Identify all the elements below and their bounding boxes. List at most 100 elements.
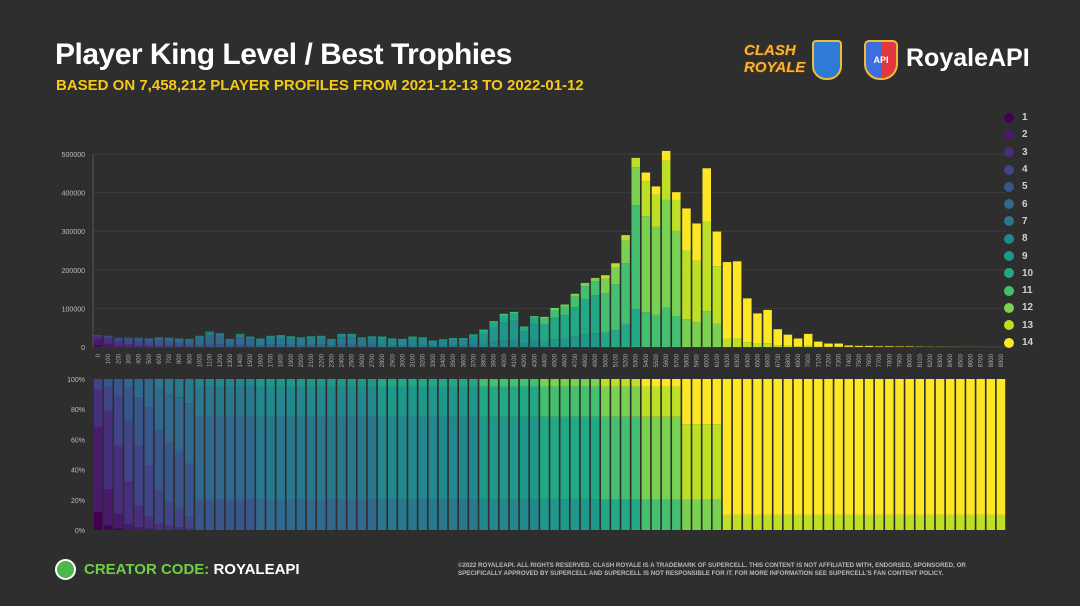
- bar-segment-level-11: [530, 316, 539, 318]
- pct-bar-segment-level-4: [114, 395, 123, 446]
- pct-bar-segment-level-7: [225, 386, 235, 417]
- bar-segment-level-10: [601, 332, 610, 347]
- pct-bar-segment-level-9: [256, 379, 265, 387]
- legend-swatch: [1004, 147, 1014, 158]
- pct-bar-segment-level-14: [722, 379, 732, 515]
- bar-segment-level-11: [601, 293, 610, 333]
- pct-bar-segment-level-10: [580, 416, 590, 500]
- pct-bar-segment-level-8: [530, 499, 539, 530]
- x-tick-label: 6400: [745, 353, 751, 367]
- pct-bar-segment-level-14: [814, 379, 823, 515]
- bar-segment-level-9: [580, 334, 590, 347]
- bar-segment-level-10: [631, 309, 640, 347]
- x-tick-label: 3400: [441, 353, 447, 367]
- pct-bar-segment-level-7: [459, 499, 468, 530]
- pct-bar-segment-level-12: [661, 416, 671, 500]
- pct-bar-segment-level-5: [195, 499, 204, 530]
- legend-item: 4: [1004, 161, 1033, 178]
- pct-bar-segment-level-6: [154, 388, 164, 431]
- pct-bar-segment-level-14: [651, 379, 661, 387]
- bar-segment-level-12: [651, 226, 661, 315]
- pct-bar-segment-level-8: [499, 499, 509, 530]
- bar-segment-level-7: [306, 338, 316, 345]
- bar-segment-level-6: [154, 337, 164, 341]
- pct-bar-segment-level-12: [580, 379, 590, 387]
- bar-segment-level-1: [93, 345, 103, 347]
- legend-label: 12: [1022, 302, 1034, 314]
- x-tick-label: 3500: [451, 353, 457, 367]
- pct-bar-segment-level-7: [398, 499, 407, 530]
- bar-segment-level-5: [144, 340, 154, 344]
- pct-bar-segment-level-13: [895, 514, 904, 530]
- x-tick-label: 4900: [593, 353, 599, 367]
- pct-bar-segment-level-9: [266, 379, 275, 387]
- crown-shield-icon: [812, 40, 842, 80]
- pct-bar-segment-level-13: [854, 514, 864, 530]
- x-tick-label: 6800: [786, 353, 792, 367]
- bar-segment-level-14: [834, 343, 843, 347]
- bar-segment-level-13: [712, 266, 722, 324]
- bar-segment-level-10: [550, 317, 559, 340]
- pct-bar-segment-level-5: [225, 499, 235, 530]
- pct-bar-segment-level-14: [966, 379, 975, 515]
- pct-bar-segment-level-8: [296, 386, 306, 417]
- pct-bar-segment-level-13: [834, 514, 843, 530]
- bar-segment-level-7: [357, 339, 367, 346]
- pct-bar-segment-level-9: [337, 379, 346, 387]
- bar-segment-level-13: [672, 199, 681, 231]
- royaleapi-logo: API: [864, 40, 900, 80]
- pct-bar-segment-level-7: [408, 499, 417, 530]
- pct-bar-segment-level-13: [956, 514, 965, 530]
- bar-segment-level-8: [266, 336, 275, 339]
- bar-segment-level-12: [570, 293, 580, 297]
- bar-segment-level-6: [235, 337, 245, 345]
- bar-segment-level-8: [519, 342, 529, 347]
- x-tick-label: 8700: [979, 353, 985, 367]
- pct-bar-segment-level-6: [195, 416, 204, 500]
- bar-segment-level-3: [134, 345, 143, 347]
- bar-segment-level-7: [448, 345, 458, 347]
- pct-bar-segment-level-12: [540, 379, 549, 387]
- pct-bar-segment-level-4: [144, 465, 154, 517]
- bar-segment-level-4: [93, 335, 103, 336]
- bar-segment-level-4: [144, 343, 154, 347]
- pct-bar-segment-level-2: [124, 523, 133, 530]
- bar-segment-level-12: [560, 304, 569, 307]
- bar-segment-level-13: [773, 345, 783, 347]
- pct-bar-segment-level-7: [256, 416, 265, 500]
- pct-tick-label: 40%: [71, 468, 85, 475]
- pct-bar-segment-level-6: [235, 416, 245, 500]
- x-tick-label: 5100: [613, 353, 619, 367]
- pct-bar-segment-level-5: [124, 386, 133, 422]
- x-tick-label: 300: [127, 353, 133, 364]
- legend-swatch: [1004, 181, 1014, 192]
- pct-bar-segment-level-9: [590, 499, 600, 530]
- pct-bar-segment-level-9: [286, 379, 296, 387]
- x-tick-label: 8200: [928, 353, 934, 367]
- pct-bar-segment-level-12: [692, 499, 701, 530]
- pct-bar-segment-level-6: [215, 416, 225, 500]
- x-tick-label: 1200: [218, 353, 224, 367]
- pct-bar-segment-level-4: [154, 490, 164, 524]
- x-tick-label: 3100: [411, 353, 417, 367]
- legend: 1 2 3 4 5 6 7 8 9 10 11 12 13 14: [1004, 109, 1033, 351]
- x-tick-label: 3000: [400, 353, 406, 367]
- pct-bar-segment-level-6: [327, 499, 336, 530]
- pct-bar-segment-level-3: [134, 505, 143, 527]
- x-tick-label: 400: [137, 353, 143, 364]
- bar-segment-level-13: [661, 160, 671, 200]
- bar-segment-level-8: [316, 336, 326, 339]
- pct-bar-segment-level-8: [388, 416, 397, 500]
- pct-bar-segment-level-10: [530, 386, 539, 417]
- pct-bar-segment-level-11: [530, 379, 539, 387]
- pct-bar-segment-level-9: [347, 379, 356, 387]
- bar-segment-level-13: [651, 194, 661, 227]
- bar-segment-level-11: [499, 313, 509, 316]
- bar-segment-level-7: [469, 344, 478, 347]
- bar-segment-level-6: [144, 338, 154, 341]
- x-tick-label: 4600: [563, 353, 569, 367]
- x-tick-label: 1300: [228, 353, 234, 367]
- legend-swatch: [1004, 112, 1014, 123]
- bar-segment-level-7: [327, 340, 336, 346]
